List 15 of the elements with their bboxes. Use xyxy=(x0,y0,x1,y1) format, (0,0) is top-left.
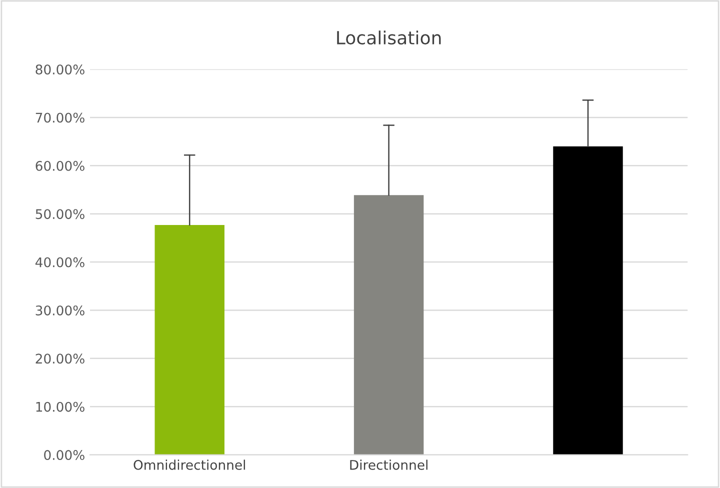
y-tick-label: 40.00% xyxy=(35,257,84,268)
x-tick-label: Omnidirectionnel xyxy=(134,460,245,470)
bar xyxy=(354,195,424,455)
y-tick-label: 80.00% xyxy=(36,64,84,74)
y-tick-label: 20.00% xyxy=(36,354,84,364)
bar xyxy=(553,146,623,455)
chart-title: Localisation xyxy=(337,30,441,45)
y-tick-label: 30.00% xyxy=(36,305,84,316)
y-tick-label: 60.00% xyxy=(36,160,84,171)
x-tick-label: Directionnel xyxy=(350,460,428,470)
y-tick-label: 50.00% xyxy=(36,209,84,220)
y-tick-label: 10.00% xyxy=(36,402,84,412)
y-tick-label: 0.00% xyxy=(44,450,84,460)
bar xyxy=(154,224,224,455)
y-tick-label: 70.00% xyxy=(36,112,84,123)
